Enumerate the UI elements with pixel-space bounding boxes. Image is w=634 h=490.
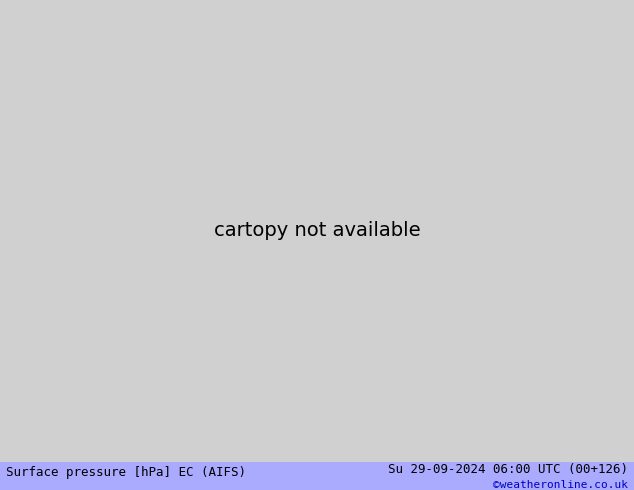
Text: Su 29-09-2024 06:00 UTC (00+126): Su 29-09-2024 06:00 UTC (00+126)	[387, 463, 628, 476]
Text: Surface pressure [hPa] EC (AIFS): Surface pressure [hPa] EC (AIFS)	[6, 466, 247, 479]
Text: cartopy not available: cartopy not available	[214, 221, 420, 240]
Text: ©weatheronline.co.uk: ©weatheronline.co.uk	[493, 480, 628, 490]
